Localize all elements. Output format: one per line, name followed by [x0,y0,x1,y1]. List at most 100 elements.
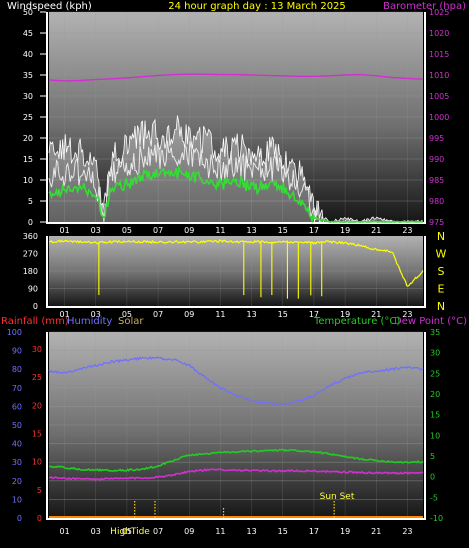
windspeed-tick-label: 50 [23,8,33,17]
solar-label: Solar [118,316,144,327]
direction-tick-label: 360 [23,232,38,241]
direction-gridlines [49,236,423,306]
direction-series [48,239,424,299]
temperature-series [48,356,424,518]
windspeed-tick-labels: 0 5 10 15 20 25 30 35 40 45 50 [23,8,46,227]
temperature-tick-label: 25 [430,369,440,378]
temperature-label: Temperature (°C) [313,316,400,327]
windspeed-tick-label: 10 [23,176,33,185]
temperature-tick-label: 20 [430,390,440,399]
hour-label: 03 [91,226,101,235]
hour-label: 11 [215,226,225,235]
high-tide-label: HighTide [110,527,150,537]
temperature-tick-label: 0 [430,473,435,482]
hour-label: 13 [246,310,256,319]
hour-label: 23 [402,310,412,319]
humidity-tick-label: 10 [12,495,22,504]
direction-tick-labels: 0 90 180 270 360 [23,232,38,311]
windspeed-tick-label: 0 [28,218,33,227]
windspeed-tick-label: 45 [23,29,33,38]
humidity-tick-label: 60 [12,402,22,411]
windspeed-tick-label: 30 [23,92,33,101]
direction-bottom-axis-line [46,306,426,308]
barometer-tick-label: 995 [429,134,444,143]
rainfall-tick-label: 10 [32,458,42,467]
hour-label: 17 [309,527,319,536]
temperature-left-axis-line [46,332,48,518]
rainfall-tick-label: 5 [37,486,42,495]
rainfall-label: Rainfall (mm) [1,316,69,327]
hour-label: 19 [340,310,350,319]
temperature-gridlines [49,331,423,518]
hour-label: 15 [278,527,288,536]
hour-label: 01 [59,226,69,235]
hour-label: 05 [122,226,132,235]
temperature-tick-label: 15 [430,411,440,420]
compass-label: E [438,283,445,296]
barometer-tick-label: 980 [429,197,444,206]
barometer-tick-label: 985 [429,176,444,185]
hour-label: 03 [91,527,101,536]
hour-label: 17 [309,310,319,319]
hour-label: 19 [340,527,350,536]
hour-label: 09 [184,310,194,319]
humidity-label: Humidity [67,316,112,327]
humidity-tick-label: 40 [12,440,22,449]
hour-label: 01 [59,527,69,536]
direction-left-axis-line [46,236,48,306]
temperature-tick-label: 30 [430,349,440,358]
hour-label: 15 [278,226,288,235]
hour-label: 15 [278,310,288,319]
hour-label: 01 [59,310,69,319]
hour-label: 09 [184,226,194,235]
direction-tick-label: 270 [23,250,38,259]
gust-area [49,115,423,222]
compass-label: S [438,265,445,278]
barometer-axis-title: Barometer (hpa) [383,1,466,12]
barometer-tick-label: 1000 [429,113,449,122]
barometer-tick-label: 1020 [429,29,449,38]
hour-label: 19 [340,226,350,235]
sun-set-label: Sun Set [320,492,355,502]
humidity-tick-label: 30 [12,458,22,467]
barometer-tick-label: 975 [429,218,444,227]
humidity-tick-label: 80 [12,365,22,374]
rainfall-tick-label: 15 [32,429,42,438]
humidity-tick-labels: 0 10 20 30 40 50 60 70 80 90 100 [7,328,22,523]
dewpoint-label: Dew Point (°C) [394,316,467,327]
direction-hour-labels: 01 03 05 07 09 11 13 15 17 19 21 23 [59,310,412,319]
barometer-tick-labels: 975 980 985 990 995 1000 1005 1010 1015 1020 1025 [429,8,449,227]
rainfall-tick-label: 30 [32,345,42,354]
barometer-tick-label: 1005 [429,92,449,101]
hour-label: 07 [153,226,163,235]
wind-right-axis-line [424,12,426,222]
average-wind-line [48,165,424,224]
tide-sun-annotations: Sun Set HighTide [110,492,355,537]
compass-label: W [436,248,447,261]
temperature-tick-labels: -10 -5 0 5 10 15 20 25 30 35 [430,328,443,523]
hour-label: 21 [371,226,381,235]
windspeed-axis-title: Windspeed (kph) [7,1,92,12]
direction-tick-label: 90 [28,285,38,294]
rainfall-tick-labels: 0 5 10 15 20 25 30 [32,345,42,523]
direction-right-axis-line [424,236,426,306]
hour-label: 09 [184,527,194,536]
compass-label: N [437,300,445,313]
hour-label: 21 [371,310,381,319]
barometer-tick-label: 1010 [429,71,449,80]
humidity-tick-label: 90 [12,347,22,356]
hour-label: 13 [246,527,256,536]
temperature-tick-label: -10 [430,514,443,523]
windspeed-tick-label: 20 [23,134,33,143]
hour-label: 07 [153,527,163,536]
windspeed-tick-label: 5 [28,197,33,206]
windspeed-tick-label: 25 [23,113,33,122]
hour-label: 17 [309,226,319,235]
rainfall-tick-label: 20 [32,401,42,410]
hour-label: 11 [215,310,225,319]
barometer-tick-label: 1015 [429,50,449,59]
temperature-right-axis-line [424,332,426,518]
